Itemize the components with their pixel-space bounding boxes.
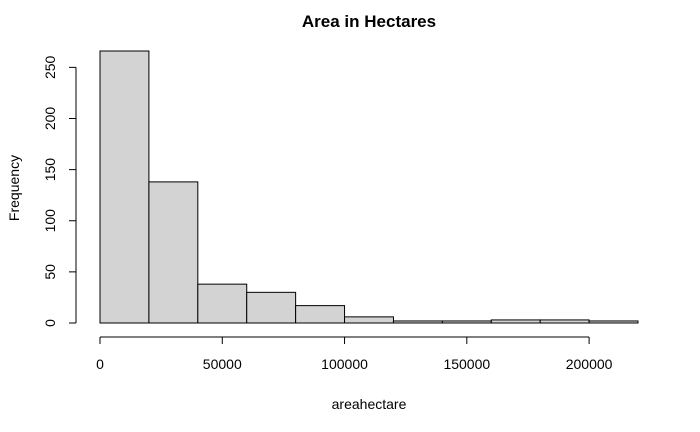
- y-tick-label: 100: [42, 209, 58, 233]
- histogram-bar: [99, 50, 150, 324]
- histogram-bar: [246, 291, 297, 324]
- chart-title: Area in Hectares: [302, 12, 436, 31]
- histogram-bar: [490, 319, 541, 324]
- histogram-bar: [539, 319, 590, 324]
- x-tick-label: 100000: [321, 356, 368, 372]
- y-tick-label: 150: [42, 158, 58, 182]
- histogram-bar: [295, 305, 346, 324]
- x-axis-label: areahectare: [332, 396, 407, 412]
- y-axis: 0 50 100 150 200 250: [42, 55, 77, 327]
- histogram-bar: [588, 320, 639, 324]
- histogram-bar: [392, 320, 443, 324]
- histogram-bar: [441, 320, 492, 324]
- y-tick-label: 0: [42, 319, 58, 327]
- x-tick-label: 0: [96, 356, 104, 372]
- x-axis: 0 50000 100000 150000 200000: [96, 336, 613, 372]
- y-axis-label: Frequency: [6, 155, 22, 221]
- x-tick-label: 200000: [566, 356, 613, 372]
- x-tick-label: 150000: [443, 356, 490, 372]
- histogram-bar: [344, 316, 394, 324]
- histogram-bar: [148, 181, 199, 324]
- x-tick-label: 50000: [203, 356, 242, 372]
- bars-group: [99, 50, 639, 324]
- y-tick-label: 50: [42, 264, 58, 280]
- y-tick-label: 200: [42, 107, 58, 131]
- y-tick-label: 250: [42, 55, 58, 79]
- histogram-bar: [197, 283, 248, 324]
